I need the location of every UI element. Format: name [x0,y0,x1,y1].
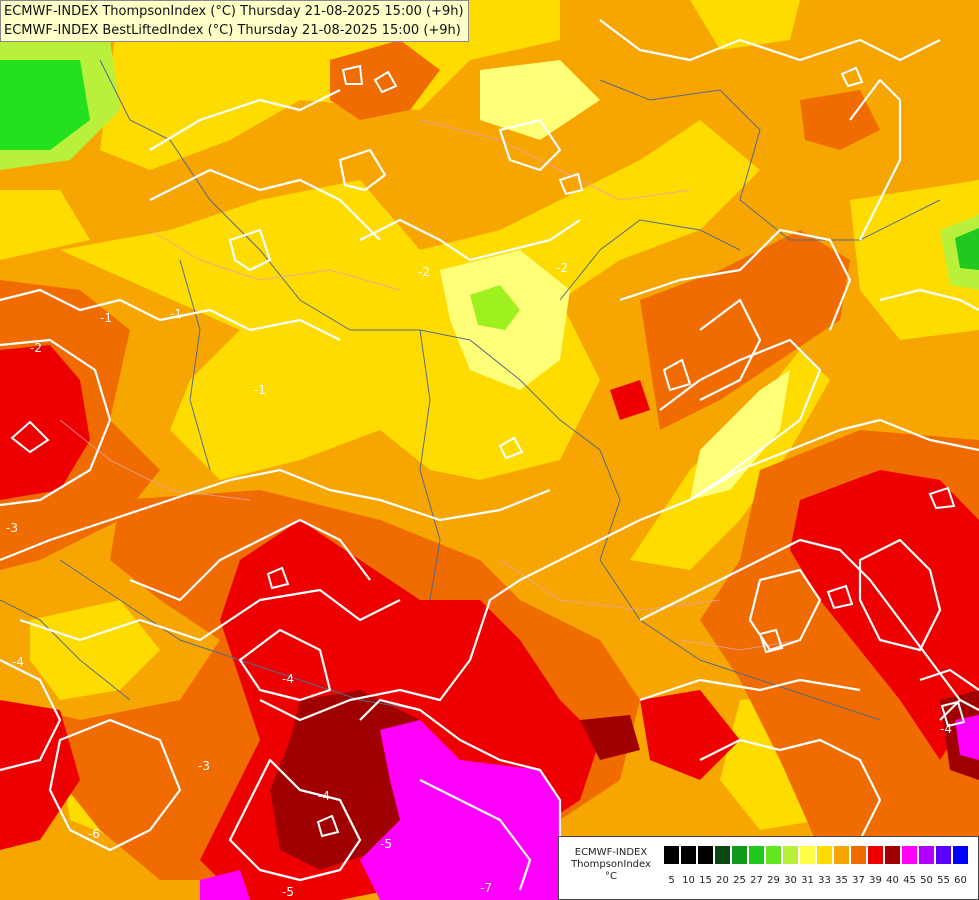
title-thompson-index: ECMWF-INDEX ThompsonIndex (°C) Thursday … [4,4,464,19]
legend-tick-label: 55 [937,875,950,886]
contour-label: -4 [282,672,294,686]
legend-swatch [697,845,714,865]
field-magenta-south [360,720,560,900]
legend-tick-label: 60 [954,875,967,886]
legend-tick-label: 20 [716,875,729,886]
contour-label: -4 [12,655,24,669]
contour-label: -6 [88,827,100,841]
legend-parameter: ThompsonIndex [571,859,651,870]
field-darkred-se [580,715,640,760]
contour-label: -2 [556,261,568,275]
contour-label: -1 [170,307,182,321]
field-red-west [0,345,90,500]
field-yellow-top-right [690,0,800,50]
legend-swatch [952,845,969,865]
legend-tick-label: 39 [869,875,882,886]
legend-model: ECMWF-INDEX [574,847,648,858]
contour-label: -1 [254,383,266,397]
field-magenta-east [955,715,979,760]
contour-label-group: -2 -1 -1 -1 -2 -2 -3 -3 -4 -4 -4 -4 -5 -… [6,261,952,899]
contour-label: -5 [380,837,392,851]
field-red-bottom-right [640,690,740,780]
field-green-nw-core [0,60,90,150]
contour-label: -1 [100,311,112,325]
legend-tick-label: 37 [852,875,865,886]
title-best-lifted-index: ECMWF-INDEX BestLiftedIndex (°C) Thursda… [4,23,461,38]
field-green-ne-core [955,228,979,270]
legend-swatch [680,845,697,865]
field-green-central [470,285,520,330]
legend-tick-label: 50 [920,875,933,886]
field-yellow-central [60,120,760,480]
contour-label: -2 [418,265,430,279]
legend-title: ECMWF-INDEX ThompsonIndex °C [563,847,659,883]
legend-swatch [765,845,782,865]
contour-label: -4 [940,722,952,736]
legend-swatch [816,845,833,865]
legend-swatch [714,845,731,865]
legend-tick-label: 30 [784,875,797,886]
legend-swatch [748,845,765,865]
legend-swatch [663,845,680,865]
contour-label: -3 [6,521,18,535]
legend-swatch [884,845,901,865]
color-legend: ECMWF-INDEX ThompsonIndex °C 5 10 15 20 25 27… [558,836,979,900]
legend-swatch [850,845,867,865]
legend-unit: °C [605,871,617,882]
legend-tick-label: 10 [682,875,695,886]
legend-swatch [918,845,935,865]
contour-label: -7 [480,881,492,895]
field-red-small-east [610,380,650,420]
legend-swatch [935,845,952,865]
legend-tick-label: 5 [668,875,675,886]
contour-label: -3 [198,759,210,773]
legend-swatch [867,845,884,865]
legend-swatch [782,845,799,865]
contour-label: -4 [318,789,330,803]
contour-label: -5 [282,885,294,899]
legend-tick-label: 25 [733,875,746,886]
legend-tick-label: 33 [818,875,831,886]
legend-swatch [731,845,748,865]
legend-tick-label: 15 [699,875,712,886]
contour-label: -2 [30,341,42,355]
field-yellow-nw [0,190,90,260]
field-magenta-sw [200,870,250,900]
field-darkorange-north [330,40,440,120]
legend-swatch [799,845,816,865]
legend-tick-label: 31 [801,875,814,886]
field-red-se [790,470,979,760]
field-darkorange-east [640,230,850,430]
field-pale-north [480,60,600,140]
field-pale-east [690,370,790,500]
small-contour-rings [10,64,966,838]
lifted-index-contours [0,19,979,891]
field-red-sw [0,700,80,850]
legend-tick-label: 35 [835,875,848,886]
legend-tick-label: 29 [767,875,780,886]
legend-tick-label: 27 [750,875,763,886]
legend-tick-label: 40 [886,875,899,886]
legend-swatch [833,845,850,865]
map-title: ECMWF-INDEX ThompsonIndex (°C) Thursday … [0,0,469,42]
legend-tick-label: 45 [903,875,916,886]
legend-swatch [901,845,918,865]
